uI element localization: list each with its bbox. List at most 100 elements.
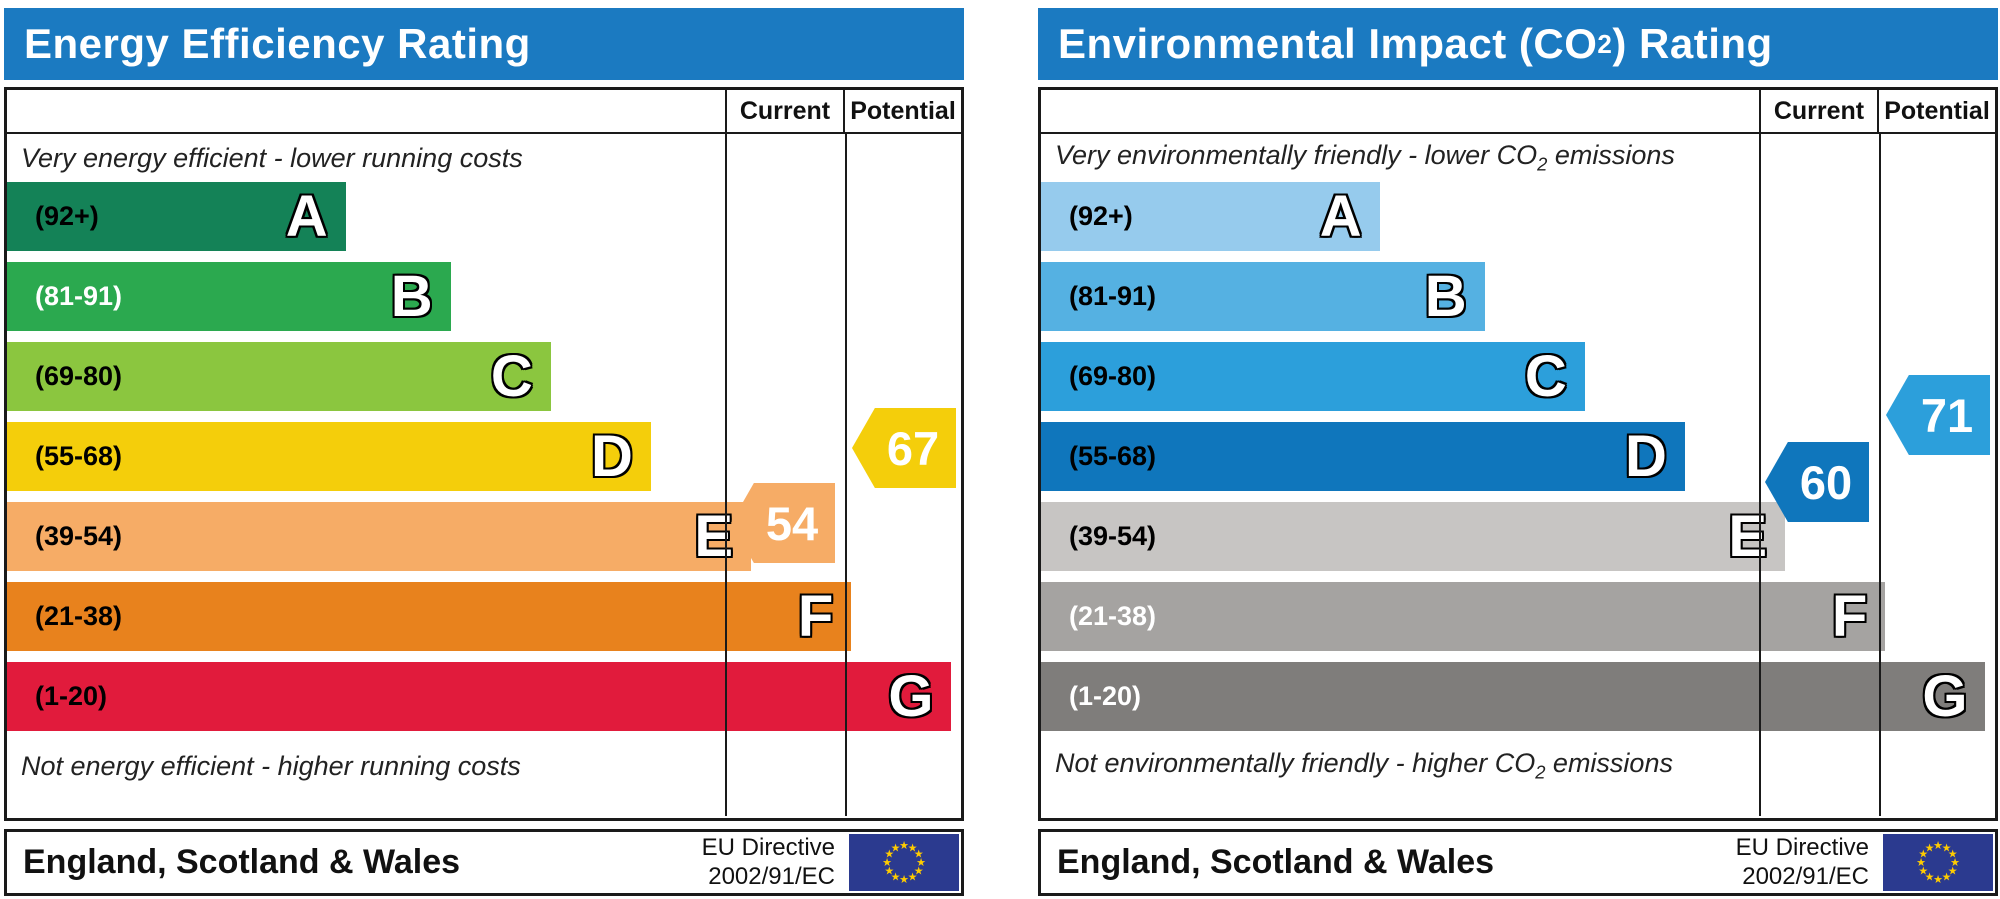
svg-text:★: ★: [884, 848, 894, 861]
eu-flag-icon: ★★★ ★★★ ★★★ ★★★: [1883, 834, 1993, 891]
energy-band-c: (69-80) C: [7, 342, 551, 411]
svg-text:★: ★: [899, 873, 909, 886]
svg-text:★: ★: [916, 856, 926, 869]
svg-text:★: ★: [884, 865, 894, 878]
band-letter: D: [1625, 423, 1667, 489]
band-range-label: (81-91): [1069, 281, 1157, 311]
energy-panel-footer: England, Scotland & Wales EU Directive 2…: [4, 829, 964, 896]
column-divider: [845, 134, 847, 816]
eu-directive-label: EU Directive 2002/91/EC: [1735, 834, 1869, 890]
environmental-caption-top: Very environmentally friendly - lower CO…: [1055, 140, 1675, 175]
energy-band-d: (55-68) D: [7, 422, 651, 491]
energy-current-value: 54: [765, 496, 819, 550]
environmental-panel-title: Environmental Impact (CO 2) Rating: [1038, 8, 1998, 80]
column-divider: [725, 134, 727, 816]
svg-text:★: ★: [1916, 856, 1926, 869]
band-range-label: (69-80): [35, 361, 123, 391]
energy-panel-title-text: Energy Efficiency Rating: [24, 20, 531, 67]
environmental-band-d: (55-68) D: [1041, 422, 1685, 491]
environmental-table-header: Current Potential: [1041, 90, 1995, 134]
energy-caption-top: Very energy efficient - lower running co…: [21, 142, 523, 173]
environmental-potential-arrow: 71: [1886, 375, 1990, 455]
svg-text:★: ★: [899, 839, 909, 852]
svg-text:★: ★: [908, 871, 918, 884]
energy-potential-arrow: 67: [852, 408, 956, 488]
band-letter: C: [1524, 343, 1567, 409]
svg-text:★: ★: [914, 865, 924, 878]
energy-band-f: (21-38) F: [7, 582, 852, 651]
band-range-label: (21-38): [1069, 601, 1157, 631]
svg-text:★: ★: [1948, 865, 1958, 878]
environmental-band-g: (1-20) G: [1041, 662, 1986, 731]
band-range-label: (21-38): [35, 601, 123, 631]
band-range-label: (39-54): [35, 521, 123, 551]
band-letter: A: [1319, 183, 1362, 249]
band-range-label: (39-54): [1069, 521, 1157, 551]
svg-text:★: ★: [1948, 848, 1958, 861]
environmental-table-body: Very environmentally friendly - lower CO…: [1041, 134, 1995, 816]
region-label: England, Scotland & Wales: [23, 843, 461, 881]
svg-text:★: ★: [1933, 839, 1943, 852]
environmental-band-a: (92+) A: [1041, 182, 1380, 251]
svg-text:★: ★: [1933, 873, 1943, 886]
band-letter: E: [1728, 503, 1768, 569]
environmental-band-e: (39-54) E: [1041, 502, 1786, 571]
potential-column-header: Potential: [1877, 90, 1995, 132]
eu-flag-stars: ★★★ ★★★ ★★★ ★★★: [882, 839, 926, 886]
band-range-label: (92+): [35, 201, 99, 231]
svg-text:★: ★: [1918, 865, 1928, 878]
svg-text:★: ★: [891, 871, 901, 884]
current-column-header: Current: [1759, 90, 1877, 132]
energy-panel-title: Energy Efficiency Rating: [4, 8, 964, 80]
eu-flag-icon: ★★★ ★★★ ★★★ ★★★: [849, 834, 959, 891]
band-letter: F: [797, 583, 834, 649]
energy-potential-value: 67: [886, 421, 940, 475]
svg-text:★: ★: [1942, 871, 1952, 884]
energy-band-a: (92+) A: [7, 182, 346, 251]
environmental-impact-panel: Environmental Impact (CO 2) Rating Curren…: [1038, 8, 1998, 896]
band-range-label: (55-68): [35, 441, 123, 471]
band-letter: F: [1831, 583, 1868, 649]
svg-text:★: ★: [1942, 841, 1952, 854]
energy-rating-table: Current Potential Very energy efficient …: [4, 87, 964, 821]
svg-text:★: ★: [1925, 841, 1935, 854]
environmental-panel-footer: England, Scotland & Wales EU Directive 2…: [1038, 829, 1998, 896]
environmental-band-c: (69-80) C: [1041, 342, 1585, 411]
svg-text:★: ★: [1918, 848, 1928, 861]
svg-text:★: ★: [891, 841, 901, 854]
svg-text:★: ★: [908, 841, 918, 854]
energy-current-arrow: 54: [731, 483, 835, 563]
column-divider: [1759, 134, 1761, 816]
energy-band-e: (39-54) E: [7, 502, 752, 571]
band-letter: G: [888, 663, 934, 729]
band-range-label: (81-91): [35, 281, 123, 311]
column-divider: [1879, 134, 1881, 816]
band-letter: B: [390, 263, 433, 329]
eu-directive-label: EU Directive 2002/91/EC: [701, 834, 835, 890]
environmental-potential-value: 71: [1920, 388, 1974, 442]
energy-efficiency-panel: Energy Efficiency Rating Current Potenti…: [4, 8, 964, 896]
region-label: England, Scotland & Wales: [1057, 843, 1495, 881]
svg-text:★: ★: [1925, 871, 1935, 884]
eu-flag-stars: ★★★ ★★★ ★★★ ★★★: [1916, 839, 1960, 886]
band-letter: A: [285, 183, 328, 249]
band-letter: E: [694, 503, 734, 569]
band-range-label: (1-20): [1069, 681, 1142, 711]
environmental-band-b: (81-91) B: [1041, 262, 1485, 331]
energy-band-g: (1-20) G: [7, 662, 952, 731]
potential-column-header: Potential: [843, 90, 961, 132]
environmental-rating-table: Current Potential Very environmentally f…: [1038, 87, 1998, 821]
energy-table-header: Current Potential: [7, 90, 961, 134]
band-range-label: (69-80): [1069, 361, 1157, 391]
environmental-band-f: (21-38) F: [1041, 582, 1886, 651]
band-letter: C: [490, 343, 533, 409]
band-range-label: (1-20): [35, 681, 108, 711]
svg-text:★: ★: [882, 856, 892, 869]
band-range-label: (55-68): [1069, 441, 1157, 471]
environmental-current-value: 60: [1799, 455, 1853, 509]
energy-band-b: (81-91) B: [7, 262, 451, 331]
energy-caption-bottom: Not energy efficient - higher running co…: [21, 750, 521, 781]
band-letter: B: [1424, 263, 1467, 329]
energy-table-body: Very energy efficient - lower running co…: [7, 134, 961, 816]
